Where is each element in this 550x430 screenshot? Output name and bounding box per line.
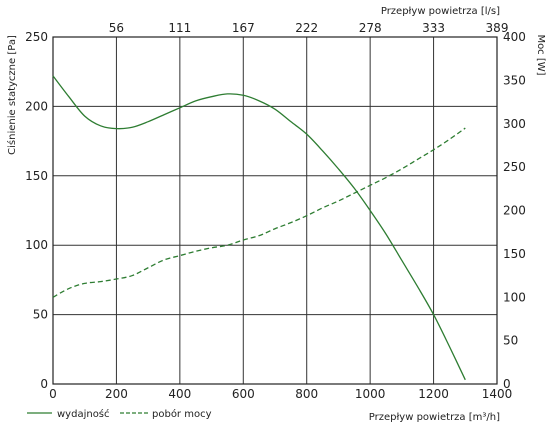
y-right-tick-350: 350 xyxy=(503,73,526,87)
x-bottom-tick-1000: 1000 xyxy=(355,387,386,401)
y-right-tick-300: 300 xyxy=(503,117,526,131)
y-left-tick-200: 200 xyxy=(25,99,48,113)
y-right-tick-0: 0 xyxy=(503,377,511,391)
y-right-tick-250: 250 xyxy=(503,160,526,174)
y-right-tick-150: 150 xyxy=(503,247,526,261)
x-axis-top-label: Przepływ powietrza [l/s] xyxy=(381,6,500,17)
plot-border xyxy=(52,36,498,385)
x-axis-bottom-label: Przepływ powietrza [m³/h] xyxy=(369,412,500,423)
y-right-tick-50: 50 xyxy=(503,334,518,348)
y-left-tick-50: 50 xyxy=(33,308,48,322)
x-bottom-tick-1400: 1400 xyxy=(482,387,513,401)
series-line-pobor-mocy xyxy=(52,127,466,298)
y-left-tick-150: 150 xyxy=(25,169,48,183)
legend: wydajność pobór mocy xyxy=(27,408,212,420)
x-top-tick-278: 278 xyxy=(359,21,382,35)
x-bottom-tick-200: 200 xyxy=(105,387,128,401)
x-top-tick-222: 222 xyxy=(295,21,318,35)
grid xyxy=(53,37,497,384)
y-right-tick-100: 100 xyxy=(503,290,526,304)
y-left-tick-250: 250 xyxy=(25,30,48,44)
series-line-wydajnosc xyxy=(52,75,466,381)
series-layer xyxy=(52,75,466,381)
x-top-tick-56: 56 xyxy=(109,21,124,35)
x-bottom-tick-0: 0 xyxy=(49,387,57,401)
legend-label-pobor-mocy: pobór mocy xyxy=(152,408,212,420)
x-top-tick-111: 111 xyxy=(168,21,191,35)
x-bottom-tick-600: 600 xyxy=(232,387,255,401)
x-top-tick-167: 167 xyxy=(232,21,255,35)
y-left-tick-0: 0 xyxy=(40,377,48,391)
x-bottom-tick-800: 800 xyxy=(295,387,318,401)
x-bottom-tick-1200: 1200 xyxy=(418,387,449,401)
y-left-tick-100: 100 xyxy=(25,238,48,252)
y-axis-left-label: Ciśnienie statyczne [Pa] xyxy=(6,35,18,155)
y-right-tick-400: 400 xyxy=(503,30,526,44)
legend-label-wydajnosc: wydajność xyxy=(57,408,110,420)
y-right-tick-200: 200 xyxy=(503,204,526,218)
x-bottom-tick-400: 400 xyxy=(168,387,191,401)
x-top-tick-389: 389 xyxy=(486,21,509,35)
y-axis-right-label: Moc [W] xyxy=(535,34,546,75)
x-top-tick-333: 333 xyxy=(422,21,445,35)
plot-frame xyxy=(52,36,498,385)
